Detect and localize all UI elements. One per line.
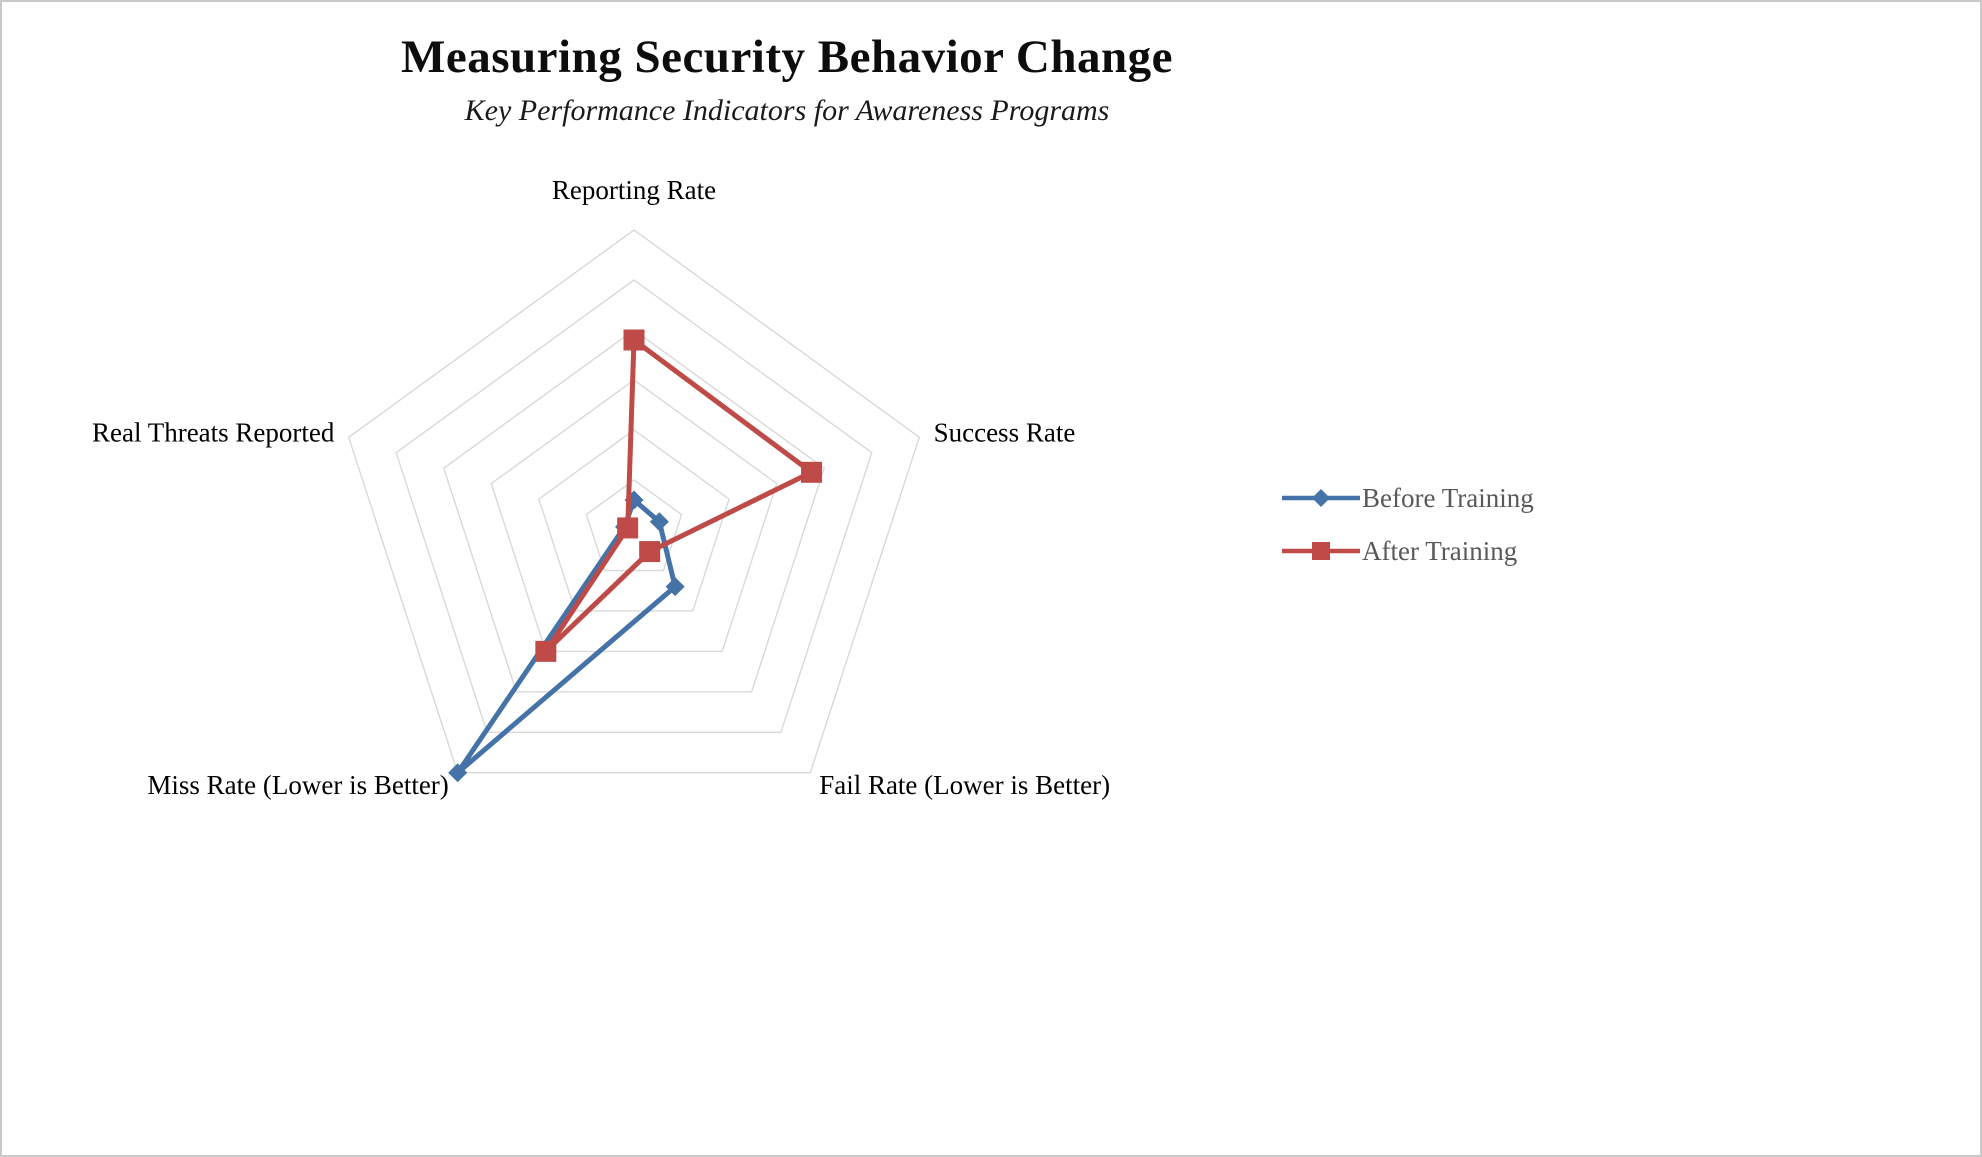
legend-swatch-after-training — [1282, 542, 1360, 560]
grid-ring — [538, 429, 730, 612]
chart-title: Measuring Security Behavior Change — [400, 31, 1174, 83]
axis-label: Success Rate — [934, 418, 1076, 448]
chart-subtitle: Key Performance Indicators for Awareness… — [464, 94, 1110, 127]
marker-square — [623, 329, 645, 351]
axis-label: Miss Rate (Lower is Better) — [147, 770, 448, 800]
marker-square — [617, 517, 639, 539]
series-line-after-training — [543, 337, 814, 654]
axis-label: Fail Rate (Lower is Better) — [819, 770, 1110, 800]
marker-square — [535, 640, 557, 662]
chart-legend: Before Training After Training — [1280, 482, 1534, 588]
grid-ring — [490, 379, 778, 653]
axis-label: Reporting Rate — [552, 175, 716, 205]
grid-ring — [585, 479, 683, 572]
marker-diamond — [649, 512, 669, 532]
marker-diamond — [665, 577, 685, 597]
grid-ring — [395, 279, 873, 733]
legend-item-after-training: After Training — [1280, 535, 1534, 567]
grid-ring — [347, 229, 921, 774]
grid-ring — [442, 329, 826, 693]
legend-item-before-training: Before Training — [1280, 482, 1534, 514]
marker-diamond — [448, 763, 468, 783]
axis-label: Real Threats Reported — [92, 418, 335, 448]
chart-header: Measuring Security Behavior Change Key P… — [2, 30, 1572, 128]
legend-label-before-training: Before Training — [1362, 483, 1534, 513]
marker-square — [639, 541, 661, 563]
marker-square — [801, 461, 823, 483]
legend-label-after-training: After Training — [1362, 536, 1518, 566]
legend-swatch-before-training — [1282, 489, 1360, 507]
